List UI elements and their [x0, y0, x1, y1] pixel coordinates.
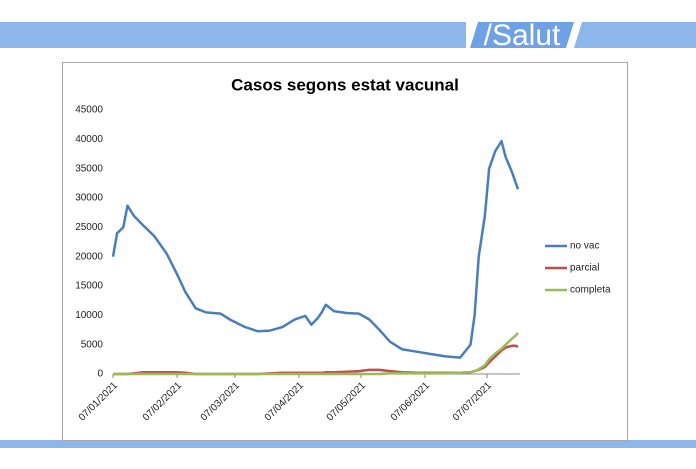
y-tick-label: 30000 [75, 193, 103, 204]
legend-label: no vac [570, 241, 599, 252]
chart-title: Casos segons estat vacunal [231, 75, 459, 94]
footer-band [0, 440, 696, 448]
legend-label: completa [570, 285, 611, 296]
y-tick-label: 45000 [75, 105, 103, 116]
y-tick-label: 20000 [75, 251, 103, 262]
line [113, 332, 519, 376]
logo-badge [470, 22, 574, 48]
chart-frame [62, 62, 628, 441]
y-tick-label: 5000 [81, 339, 104, 350]
legend-label: parcial [570, 263, 599, 274]
y-tick-label: 35000 [75, 163, 103, 174]
header-band [574, 22, 696, 48]
y-tick-label: 25000 [75, 222, 103, 233]
logo: /Salut [484, 19, 561, 52]
header-band [0, 22, 466, 48]
y-tick-label: 15000 [75, 281, 103, 292]
y-tick-label: 10000 [75, 310, 103, 321]
y-tick-label: 40000 [75, 134, 103, 145]
line [111, 139, 520, 359]
y-tick-label: 0 [97, 369, 103, 380]
